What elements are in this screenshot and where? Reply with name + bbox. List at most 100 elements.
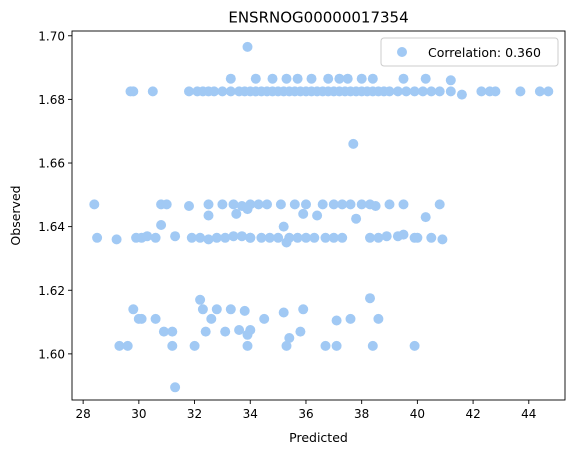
data-point — [228, 199, 239, 210]
data-point — [420, 212, 431, 223]
data-point — [370, 201, 381, 211]
data-point — [401, 86, 412, 97]
data-point — [242, 340, 253, 351]
data-point — [437, 234, 448, 245]
data-point — [197, 304, 208, 315]
data-point — [365, 232, 375, 243]
data-point — [381, 231, 392, 242]
data-point — [220, 232, 231, 243]
data-point — [392, 86, 403, 97]
data-point — [356, 73, 367, 84]
data-point — [122, 340, 133, 351]
data-point — [284, 333, 295, 343]
data-point — [242, 204, 253, 215]
legend: Correlation: 0.360 — [380, 37, 559, 67]
data-point — [426, 86, 437, 97]
data-point — [301, 232, 311, 243]
data-point — [373, 313, 384, 324]
data-point — [356, 199, 367, 210]
y-tick-label: 1.64 — [38, 220, 65, 234]
data-point — [309, 232, 320, 243]
data-point — [203, 199, 214, 210]
data-point — [298, 304, 309, 315]
data-point — [161, 199, 172, 210]
y-tick-label: 1.66 — [38, 157, 65, 171]
data-point — [284, 232, 295, 243]
x-tick-label: 32 — [187, 407, 202, 421]
data-point — [412, 232, 423, 243]
data-point — [367, 73, 378, 84]
data-point — [142, 231, 153, 242]
data-point — [203, 210, 214, 221]
data-point — [195, 232, 206, 243]
data-point — [384, 199, 395, 210]
data-point — [156, 220, 167, 230]
data-point — [167, 326, 178, 337]
data-point — [445, 86, 456, 97]
data-point — [158, 326, 169, 337]
data-points — [89, 41, 554, 393]
x-tick-label: 28 — [76, 407, 91, 421]
data-point — [167, 340, 178, 351]
data-point — [128, 304, 139, 315]
data-point — [239, 305, 250, 316]
y-tick-label: 1.62 — [38, 284, 65, 298]
data-point — [262, 199, 272, 210]
data-point — [445, 75, 456, 86]
data-point — [323, 73, 334, 84]
x-axis-ticks: 28 30 32 34 36 38 40 42 44 — [76, 400, 536, 421]
data-point — [250, 73, 261, 84]
data-point — [417, 86, 428, 97]
data-point — [426, 232, 437, 243]
data-point — [245, 232, 256, 243]
data-point — [114, 340, 125, 351]
data-point — [334, 73, 345, 84]
data-point — [206, 313, 217, 324]
x-tick-label: 40 — [410, 407, 425, 421]
data-point — [150, 232, 161, 243]
data-point — [345, 313, 356, 324]
data-point — [476, 86, 487, 97]
chart-title: ENSRNOG00000017354 — [228, 9, 408, 27]
data-point — [253, 199, 264, 210]
data-point — [543, 86, 554, 97]
data-point — [203, 234, 214, 245]
data-point — [348, 138, 359, 149]
data-point — [170, 231, 181, 242]
data-point — [398, 73, 409, 84]
data-point — [365, 293, 375, 304]
data-point — [409, 86, 420, 97]
data-point — [242, 329, 253, 340]
data-point — [242, 41, 253, 52]
data-point — [337, 199, 348, 210]
data-point — [133, 313, 144, 324]
data-point — [295, 326, 306, 337]
data-point — [234, 325, 245, 335]
data-point — [515, 86, 526, 97]
data-point — [490, 86, 501, 97]
data-point — [331, 315, 342, 326]
data-point — [320, 340, 331, 351]
x-tick-label: 30 — [131, 407, 146, 421]
data-point — [195, 294, 206, 305]
data-point — [92, 232, 103, 243]
data-point — [275, 199, 286, 210]
data-point — [89, 199, 100, 210]
data-point — [298, 208, 309, 219]
data-point — [225, 86, 236, 97]
data-point — [342, 73, 353, 84]
data-point — [186, 232, 197, 243]
data-point — [170, 382, 181, 393]
data-point — [111, 234, 122, 245]
data-point — [267, 73, 278, 84]
data-point — [384, 86, 395, 97]
data-point — [367, 340, 378, 351]
legend-marker — [397, 47, 407, 57]
data-point — [420, 73, 431, 84]
data-point — [398, 199, 409, 210]
y-tick-label: 1.68 — [38, 93, 65, 107]
data-point — [273, 232, 284, 243]
data-point — [209, 86, 220, 97]
data-point — [278, 221, 289, 232]
